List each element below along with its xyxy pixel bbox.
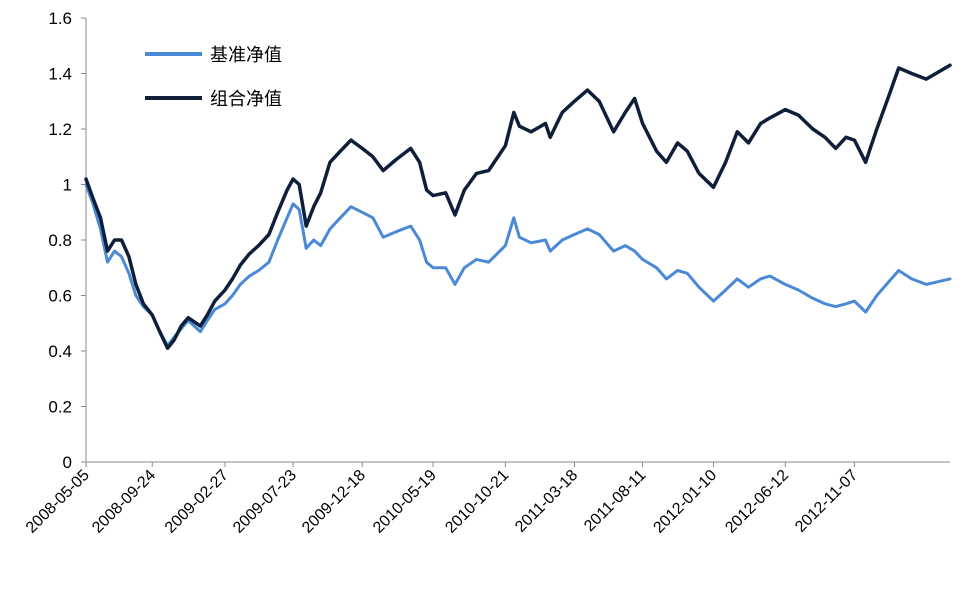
x-tick-label: 2010-10-21	[442, 467, 512, 537]
y-axis-ticks: 0 0.2 0.4 0.6 0.8 1 1.2 1.4 1.6	[48, 9, 86, 472]
y-tick-label: 1.2	[48, 120, 72, 139]
legend-label-2: 组合净值	[210, 89, 282, 109]
legend-label-1: 基准净值	[210, 45, 282, 65]
x-tick-label: 2012-11-07	[792, 467, 861, 536]
x-tick-label: 2009-07-23	[230, 467, 300, 537]
x-tick-label: 2010-05-19	[370, 467, 440, 537]
y-tick-label: 0.6	[48, 287, 72, 306]
x-tick-label: 2009-02-27	[162, 467, 232, 537]
x-tick-label: 2011-08-11	[581, 467, 649, 535]
series-lines	[84, 63, 952, 350]
series-line-1	[84, 183, 952, 347]
x-tick-label: 2011-03-18	[512, 467, 581, 536]
y-tick-label: 1.4	[48, 65, 72, 84]
y-tick-label: 0	[63, 453, 72, 472]
x-tick-label: 2008-05-05	[23, 467, 93, 537]
y-tick-label: 0.4	[48, 342, 72, 361]
y-tick-label: 1.6	[48, 9, 72, 28]
series-line-2	[84, 63, 952, 350]
y-tick-label: 0.8	[48, 231, 72, 250]
x-tick-label: 2009-12-18	[299, 467, 369, 537]
y-tick-label: 0.2	[48, 398, 72, 417]
x-tick-label: 2012-06-12	[722, 467, 792, 537]
axes	[85, 18, 950, 463]
x-tick-label: 2012-01-10	[650, 467, 720, 537]
x-tick-label: 2008-09-24	[89, 467, 159, 537]
y-tick-label: 1	[63, 176, 72, 195]
